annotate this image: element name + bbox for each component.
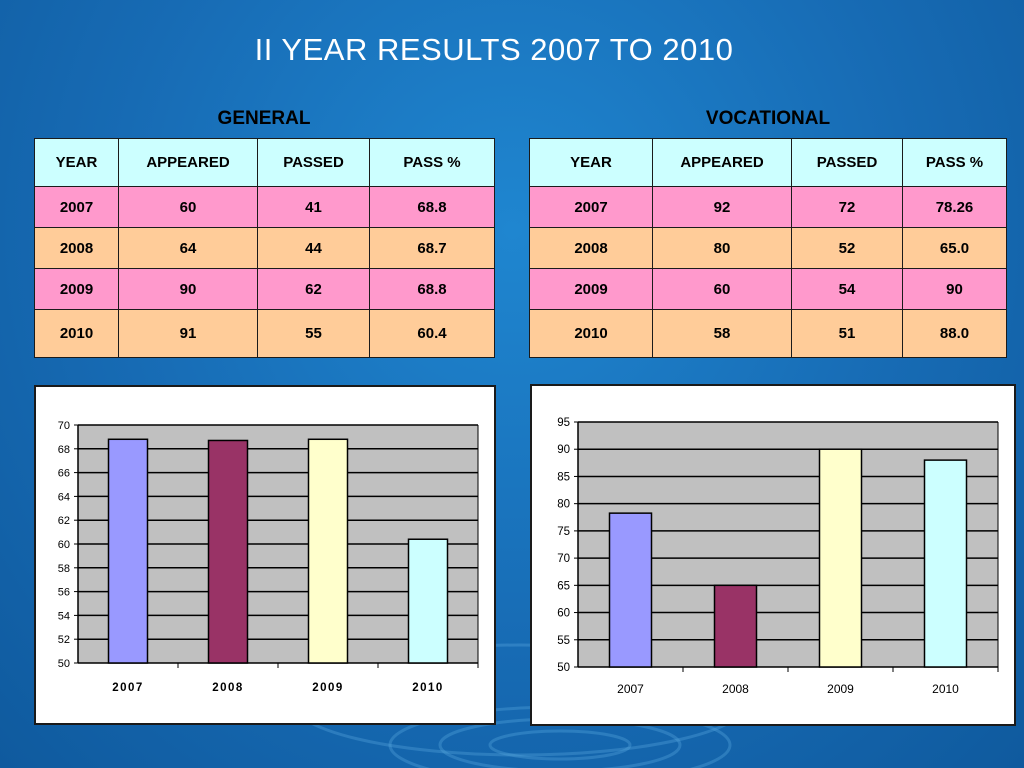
y-tick-label: 55 [557, 635, 570, 647]
column-header-pass-percent: PASS % [369, 138, 495, 187]
y-tick-label: 58 [58, 563, 70, 575]
y-tick-label: 60 [58, 539, 70, 551]
column-header-year: YEAR [529, 138, 653, 187]
bar-2009 [818, 448, 863, 668]
y-tick-label: 90 [557, 444, 570, 456]
table-row: 2008 80 52 65.0 [529, 227, 1007, 269]
cell-pass-percent: 88.0 [902, 309, 1007, 358]
cell-year: 2010 [34, 309, 119, 358]
table-row: 2010 91 55 60.4 [34, 309, 495, 358]
cell-pass-percent: 78.26 [902, 186, 1007, 228]
y-tick-label: 68 [58, 444, 70, 456]
table-row: 2007 92 72 78.26 [529, 186, 1007, 228]
y-tick-label: 56 [58, 587, 70, 599]
vocational-chart-svg: 50 55 60 65 70 75 80 85 90 95 2007 2008 2009 2010 [557, 417, 999, 696]
table-row: 2009 60 54 90 [529, 268, 1007, 310]
cell-passed: 72 [791, 186, 903, 228]
cell-appeared: 60 [118, 186, 258, 228]
y-tick-label: 50 [58, 658, 70, 670]
bar-2007 [107, 438, 149, 664]
bar-2008 [207, 439, 249, 664]
cell-passed: 55 [257, 309, 370, 358]
table-row: 2007 60 41 68.8 [34, 186, 495, 228]
cell-appeared: 58 [652, 309, 792, 358]
x-tick-label: 2009 [312, 682, 344, 694]
y-tick-label: 65 [557, 580, 570, 592]
column-header-appeared: APPEARED [652, 138, 792, 187]
y-tick-label: 80 [557, 499, 570, 511]
vocational-results-table: YEAR APPEARED PASSED PASS % 2007 92 72 7… [529, 138, 1007, 358]
cell-year: 2007 [529, 186, 653, 228]
cell-passed: 41 [257, 186, 370, 228]
x-tick-label: 2007 [112, 682, 144, 694]
cell-appeared: 90 [118, 268, 258, 310]
y-tick-label: 50 [557, 662, 570, 674]
cell-passed: 54 [791, 268, 903, 310]
cell-appeared: 92 [652, 186, 792, 228]
cell-pass-percent: 90 [902, 268, 1007, 310]
cell-appeared: 60 [652, 268, 792, 310]
x-tick-label: 2010 [932, 682, 959, 696]
table-row: 2010 58 51 88.0 [529, 309, 1007, 358]
table-row: 2009 90 62 68.8 [34, 268, 495, 310]
general-chart-svg: 50 52 54 56 58 60 62 64 66 68 70 2007 2008 2009 2010 [58, 420, 479, 694]
cell-passed: 51 [791, 309, 903, 358]
y-tick-label: 52 [58, 634, 70, 646]
column-header-passed: PASSED [791, 138, 903, 187]
cell-pass-percent: 68.8 [369, 186, 495, 228]
cell-pass-percent: 65.0 [902, 227, 1007, 269]
x-tick-label: 2007 [617, 682, 644, 696]
y-tick-label: 66 [58, 468, 70, 480]
y-tick-label: 62 [58, 515, 70, 527]
x-tick-label: 2010 [412, 682, 444, 694]
bar-2010 [407, 538, 449, 664]
cell-year: 2008 [529, 227, 653, 269]
y-tick-label: 75 [557, 526, 570, 538]
cell-pass-percent: 60.4 [369, 309, 495, 358]
cell-passed: 62 [257, 268, 370, 310]
cell-year: 2010 [529, 309, 653, 358]
y-tick-label: 54 [58, 610, 70, 622]
cell-pass-percent: 68.7 [369, 227, 495, 269]
x-tick-label: 2008 [212, 682, 244, 694]
cell-year: 2009 [529, 268, 653, 310]
table-header-row: YEAR APPEARED PASSED PASS % [529, 138, 1007, 187]
cell-year: 2007 [34, 186, 119, 228]
x-tick-label: 2009 [827, 682, 854, 696]
page-title: II YEAR RESULTS 2007 TO 2010 [254, 32, 734, 67]
general-results-table: YEAR APPEARED PASSED PASS % 2007 60 41 6… [34, 138, 495, 358]
cell-pass-percent: 68.8 [369, 268, 495, 310]
table-header-row: YEAR APPEARED PASSED PASS % [34, 138, 495, 187]
cell-year: 2008 [34, 227, 119, 269]
column-header-year: YEAR [34, 138, 119, 187]
cell-appeared: 91 [118, 309, 258, 358]
y-tick-label: 64 [58, 491, 70, 503]
x-tick-label: 2008 [722, 682, 749, 696]
y-tick-label: 95 [557, 417, 570, 429]
y-tick-label: 60 [557, 608, 570, 620]
table-row: 2008 64 44 68.7 [34, 227, 495, 269]
cell-appeared: 64 [118, 227, 258, 269]
bar-2008 [713, 584, 758, 668]
cell-year: 2009 [34, 268, 119, 310]
cell-appeared: 80 [652, 227, 792, 269]
vocational-heading: VOCATIONAL [705, 108, 831, 129]
y-tick-label: 70 [557, 553, 570, 565]
column-header-appeared: APPEARED [118, 138, 258, 187]
cell-passed: 44 [257, 227, 370, 269]
column-header-passed: PASSED [257, 138, 370, 187]
bar-2009 [307, 438, 349, 664]
bar-2007 [608, 512, 653, 668]
y-tick-label: 85 [557, 471, 570, 483]
general-heading: GENERAL [217, 108, 311, 129]
general-pass-chart: 50 52 54 56 58 60 62 64 66 68 70 2007 2008 2009 2010 [34, 385, 496, 725]
bar-2010 [923, 459, 968, 668]
vocational-pass-chart: 50 55 60 65 70 75 80 85 90 95 2007 2008 2009 2010 [530, 384, 1016, 726]
y-tick-label: 70 [58, 420, 70, 432]
cell-passed: 52 [791, 227, 903, 269]
column-header-pass-percent: PASS % [902, 138, 1007, 187]
